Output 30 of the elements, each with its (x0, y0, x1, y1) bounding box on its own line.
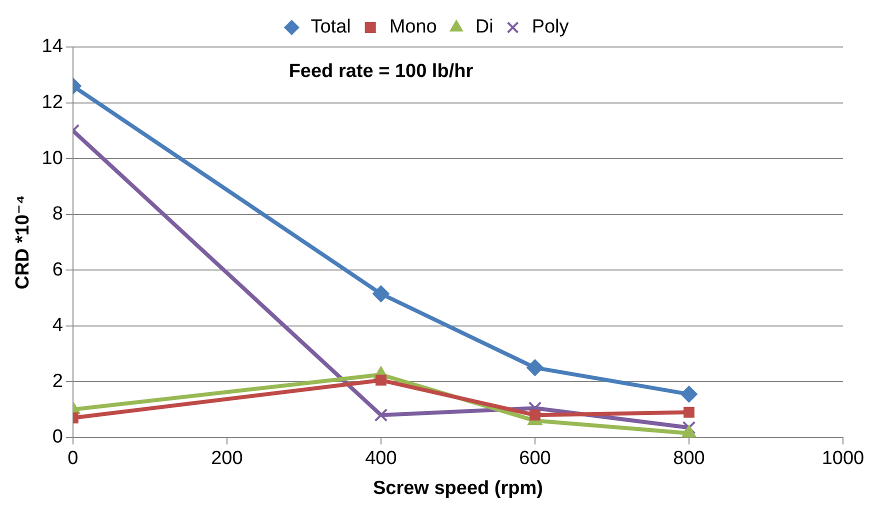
point (526, 359, 544, 376)
y-tick-label: 6 (52, 259, 63, 280)
annotation: Feed rate = 100 lb/hr (288, 61, 474, 82)
y-tick-label: 10 (42, 148, 63, 169)
y-tick-label: 12 (42, 92, 63, 114)
point (376, 374, 386, 386)
point (684, 406, 694, 418)
point (528, 401, 542, 415)
y-tick-label: 0 (52, 426, 63, 448)
legend-label: Di (475, 16, 494, 38)
y-tick-label: 2 (52, 370, 63, 392)
point (680, 386, 698, 403)
legend-label: Mono (389, 16, 437, 38)
legend-label: Poly (532, 16, 570, 38)
y-tick-label: 14 (42, 36, 64, 58)
x-tick-label: 400 (365, 448, 397, 470)
legend-label: Total (310, 16, 351, 38)
x-tick-label: 0 (68, 448, 78, 470)
point (530, 410, 540, 421)
x-tick-label: 200 (211, 448, 243, 470)
y-axis-title: CRD *10⁻⁴ (12, 194, 34, 290)
x-tick-label: 1000 (822, 448, 864, 470)
y-tick-label: 8 (52, 204, 63, 225)
x-tick-label: 800 (673, 448, 705, 470)
point (372, 285, 390, 302)
point (374, 408, 388, 422)
point (682, 420, 696, 434)
y-tick-label: 4 (52, 315, 64, 336)
x-axis-title: Screw speed (rpm) (372, 478, 543, 499)
x-tick-label: 600 (519, 448, 551, 470)
